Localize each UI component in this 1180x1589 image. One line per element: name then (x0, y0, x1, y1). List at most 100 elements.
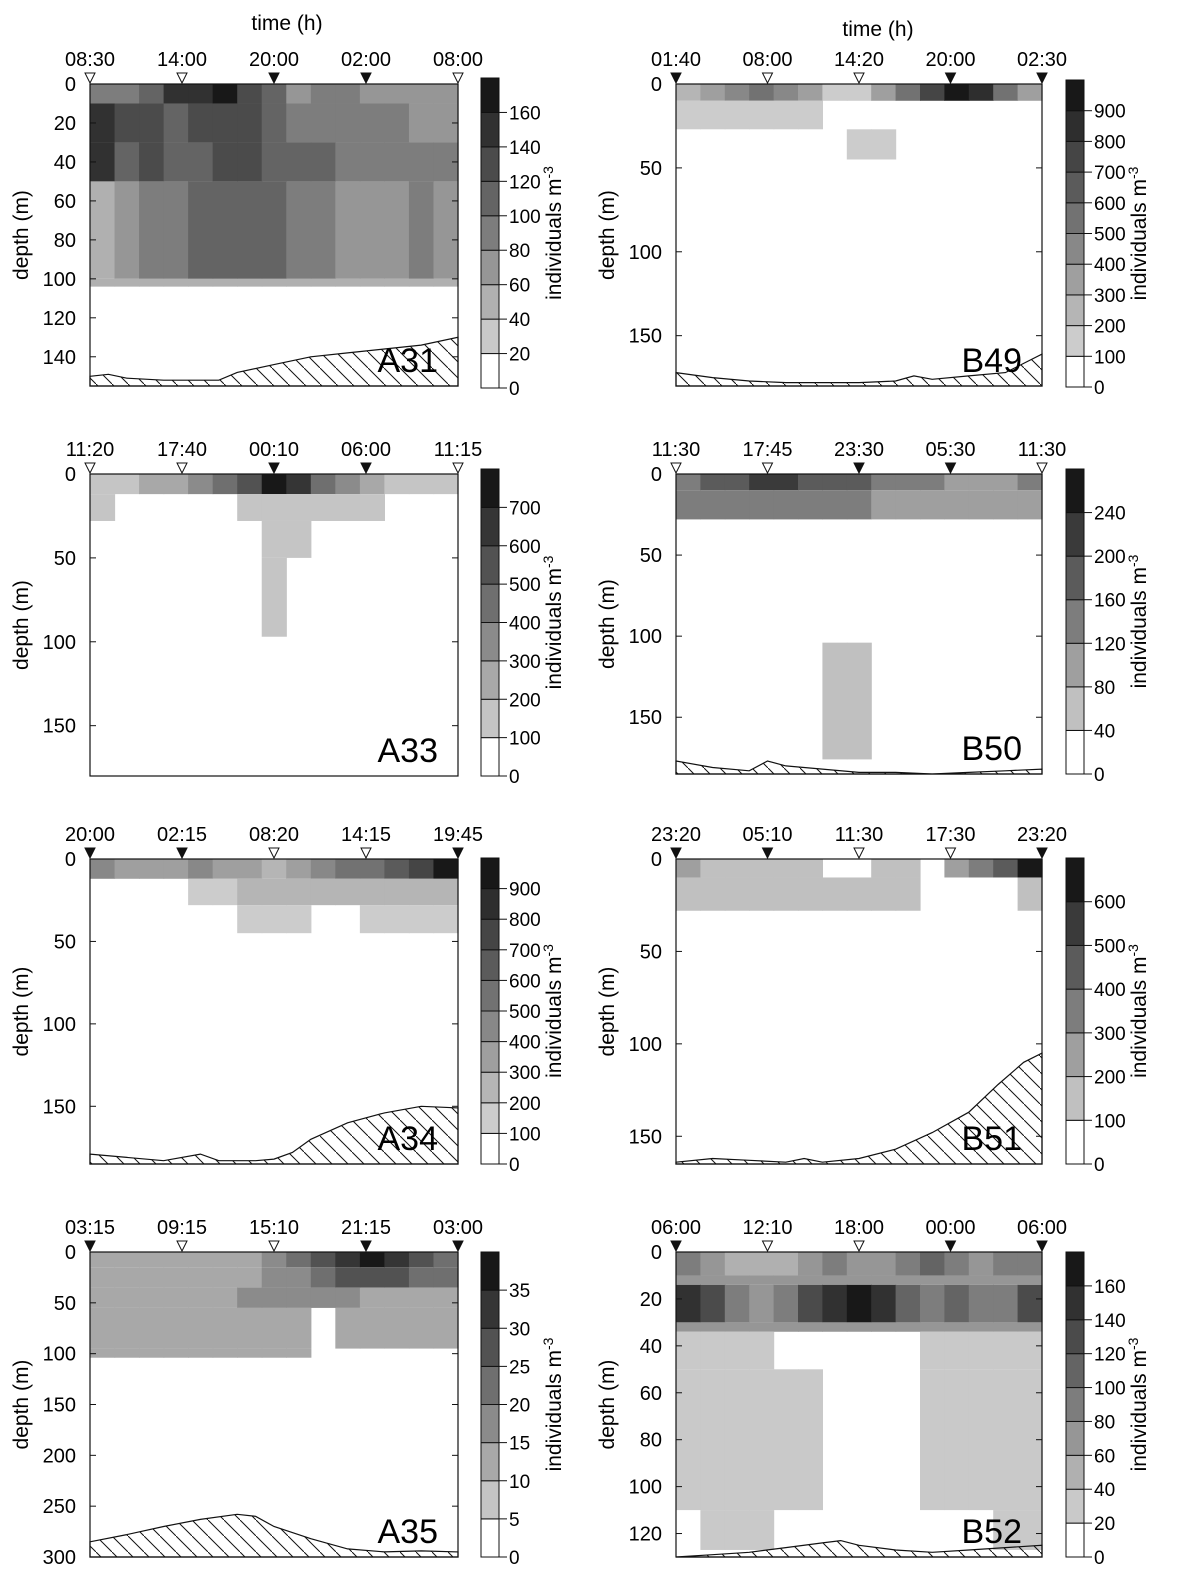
contour-cell (920, 490, 945, 520)
contour-cell (163, 1267, 189, 1288)
day-marker (176, 72, 188, 85)
colorbar-swatch (480, 1480, 500, 1520)
y-tick-label: 100 (629, 1034, 662, 1056)
contour-cell (359, 1267, 385, 1288)
contour-cell (920, 1252, 945, 1276)
contour-cell (749, 877, 775, 911)
colorbar-tick-label: 40 (1094, 721, 1115, 742)
contour-cell (773, 490, 799, 520)
colorbar-swatch (1065, 642, 1085, 688)
time-tick-label: 20:00 (65, 824, 115, 846)
y-tick-label: 0 (65, 74, 76, 96)
contour-cell (798, 84, 823, 101)
contour-cell (359, 1287, 385, 1308)
contour-cell (1017, 84, 1043, 101)
colorbar-tick-label: 100 (1094, 1379, 1126, 1400)
contour-cell (968, 84, 994, 101)
colorbar-swatch (1065, 140, 1085, 173)
contour-cell (871, 490, 897, 520)
colorbar-label-superscript: -3 (1125, 944, 1141, 957)
colorbar-tick-label: 120 (509, 172, 541, 193)
contour-cell (188, 181, 214, 279)
y-tick-label: 120 (43, 308, 76, 330)
contour-cell (384, 84, 410, 104)
colorbar-swatch (1065, 1522, 1085, 1558)
contour-cell (335, 1252, 361, 1268)
seafloor-hatch (675, 1539, 1043, 1558)
colorbar-tick-label: 20 (1094, 1514, 1115, 1535)
y-tick-label: 20 (54, 113, 76, 135)
night-marker (84, 847, 96, 860)
colorbar-swatch (1065, 944, 1085, 990)
contour-cell (408, 142, 435, 182)
contour-cell (773, 877, 799, 911)
contour-cell (261, 859, 287, 879)
contour-cell (335, 278, 361, 287)
contour-cell (261, 1267, 287, 1288)
contour-cell (724, 100, 750, 130)
y-axis-label: depth (m) (596, 967, 619, 1057)
y-tick-label: 50 (640, 941, 662, 963)
time-tick-label: 19:45 (433, 824, 483, 846)
contour-cell (286, 103, 312, 143)
contour-cell (114, 1267, 140, 1288)
contour-cell (163, 474, 189, 495)
contour-cell (384, 142, 410, 182)
contour-cell (724, 1322, 750, 1332)
colorbar-tick-label: 0 (509, 1548, 520, 1569)
contour-cell (773, 1322, 799, 1332)
time-tick-label: 00:00 (925, 1217, 975, 1239)
colorbar-swatch (1065, 79, 1085, 112)
time-tick-label: 08:00 (433, 49, 483, 71)
colorbar-tick-label: 700 (509, 941, 541, 962)
colorbar-label: individuals m-3 (540, 555, 566, 689)
contour-cell (1017, 1510, 1043, 1550)
contour-cell (944, 490, 970, 520)
station-label: B51 (962, 1120, 1023, 1158)
colorbar-tick-label: 300 (509, 1063, 541, 1084)
colorbar-swatch (480, 506, 500, 547)
contour-cell (676, 1275, 701, 1285)
time-tick-label: 06:00 (341, 439, 391, 461)
contour-cell (90, 1348, 116, 1358)
time-tick-label: 21:15 (341, 1217, 391, 1239)
colorbar-label: individuals m-3 (1125, 166, 1151, 300)
contour-cell (384, 1307, 410, 1349)
colorbar-swatch (480, 1102, 500, 1134)
time-tick-label: 08:20 (249, 824, 299, 846)
y-tick-label: 150 (43, 1395, 76, 1417)
colorbar-swatch (1065, 202, 1085, 235)
night-marker (944, 1240, 957, 1253)
colorbar-tick-label: 160 (1094, 1277, 1126, 1298)
contour-cell (433, 1267, 459, 1288)
time-tick-label: 09:15 (157, 1217, 207, 1239)
contour-cell (944, 1284, 970, 1323)
contour-cell (871, 1252, 897, 1276)
contour-cell (163, 103, 189, 143)
contour-cell (676, 1284, 701, 1323)
contour-cell (968, 1252, 994, 1276)
contour-cell (139, 84, 165, 104)
colorbar-swatch (480, 622, 500, 662)
top-xlabel-right: time (h) (842, 18, 913, 41)
contour-cell (335, 1267, 361, 1288)
contour-cell (261, 1287, 287, 1308)
contour-cell (968, 474, 994, 491)
contour-cell (310, 103, 336, 143)
colorbar-tick-label: 20 (509, 1396, 530, 1417)
y-axis-label: depth (m) (10, 1360, 33, 1450)
day-marker (268, 847, 280, 860)
contour-cell (700, 474, 726, 491)
contour-cell (920, 1275, 945, 1285)
contour-cell (261, 905, 287, 934)
contour-cell (286, 494, 312, 521)
y-tick-label: 0 (65, 464, 76, 486)
contour-cell (822, 642, 848, 760)
colorbar-tick-label: 800 (509, 910, 541, 931)
night-marker (176, 847, 188, 860)
colorbar-swatch (480, 284, 500, 320)
contour-cell (968, 490, 994, 520)
contour-cell (384, 474, 410, 495)
